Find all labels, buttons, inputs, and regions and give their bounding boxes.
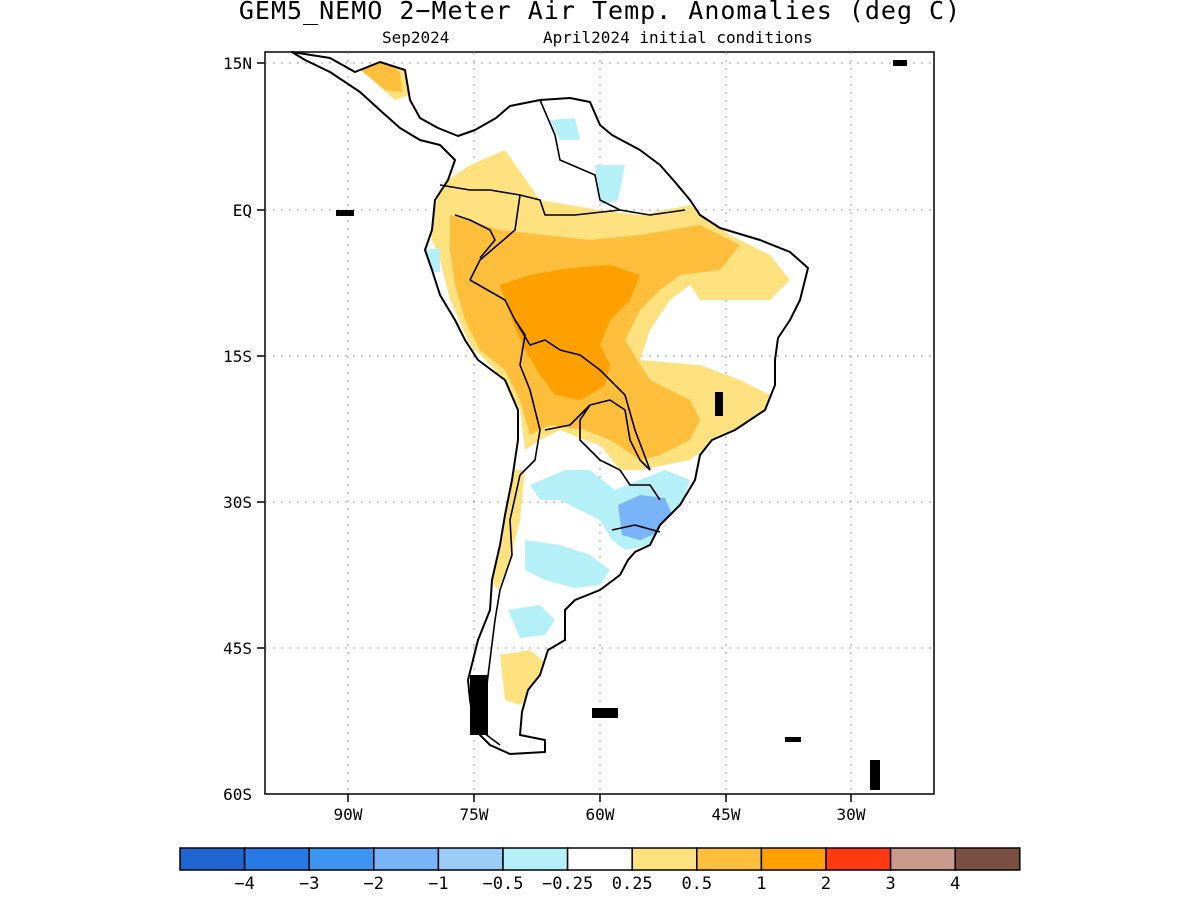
cool-anomaly-north xyxy=(550,118,580,140)
colorbar-swatch xyxy=(825,847,892,871)
lon-tick-label: 75W xyxy=(460,805,489,824)
colorbar-label: 3 xyxy=(885,874,895,894)
islands xyxy=(336,60,907,790)
colorbar-labels: −4 −3 −2 −1 −0.5 −0.25 0.25 0.5 1 2 3 4 xyxy=(234,874,960,894)
warm-anomaly-patagonia xyxy=(500,650,548,705)
colorbar-swatch xyxy=(889,847,956,871)
colorbar-swatch xyxy=(954,847,1021,871)
lon-tick-label: 30W xyxy=(837,805,866,824)
cool-anomaly-south xyxy=(508,605,555,638)
initial-conditions-label: April2024 initial conditions xyxy=(543,28,813,47)
colorbar-swatch xyxy=(696,847,763,871)
colorbar-label: 4 xyxy=(950,874,960,894)
lon-tick-label: 90W xyxy=(334,805,363,824)
colorbar-swatch xyxy=(760,847,827,871)
lat-tick-label: 15N xyxy=(223,54,252,73)
lat-tick-label: 60S xyxy=(223,785,252,804)
lat-tick-label: 15S xyxy=(223,347,252,366)
lon-tick-label: 45W xyxy=(712,805,741,824)
lat-tick-label: 45S xyxy=(223,639,252,658)
colorbar-label: 0.5 xyxy=(681,874,712,894)
colorbar xyxy=(179,847,1021,871)
colorbar-swatch xyxy=(243,847,310,871)
colorbar-swatch xyxy=(566,847,633,871)
colorbar-label: 0.25 xyxy=(612,874,653,894)
colorbar-label: −3 xyxy=(299,874,319,894)
colorbar-label: −0.25 xyxy=(542,874,593,894)
latitude-axis: 15N EQ 15S 30S 45S 60S xyxy=(223,54,265,804)
cool-anomaly-guiana xyxy=(595,165,625,205)
warm-anomaly-strong xyxy=(500,265,640,400)
colorbar-label: −0.5 xyxy=(483,874,524,894)
colorbar-swatch xyxy=(179,847,246,871)
lon-tick-label: 60W xyxy=(586,805,615,824)
colorbar-swatch xyxy=(502,847,569,871)
cool-anomaly-argentina xyxy=(525,540,610,588)
colorbar-label: −2 xyxy=(364,874,384,894)
longitude-axis: 90W 75W 60W 45W 30W xyxy=(334,794,866,824)
map-title: GEM5_NEMO 2−Meter Air Temp. Anomalies (d… xyxy=(238,0,962,25)
colorbar-swatch xyxy=(437,847,504,871)
colorbar-label: −4 xyxy=(234,874,254,894)
colorbar-label: 2 xyxy=(821,874,831,894)
colorbar-label: 1 xyxy=(756,874,766,894)
lat-tick-label: EQ xyxy=(233,201,252,220)
colorbar-label: −1 xyxy=(428,874,448,894)
colorbar-swatch xyxy=(631,847,698,871)
colorbar-swatch xyxy=(373,847,440,871)
lat-tick-label: 30S xyxy=(223,493,252,512)
warm-anomaly-moderate-venezuela xyxy=(355,62,402,92)
forecast-month: Sep2024 xyxy=(382,28,450,47)
colorbar-swatch xyxy=(308,847,375,871)
